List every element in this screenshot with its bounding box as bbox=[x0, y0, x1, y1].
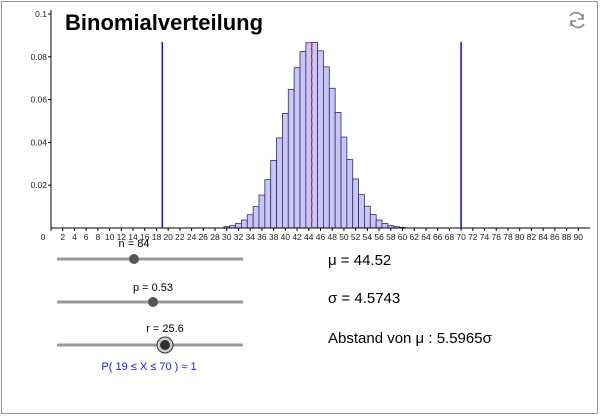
x-tick-label: 86 bbox=[550, 232, 560, 242]
y-tick-label: 0.08 bbox=[30, 52, 47, 62]
slider-knob[interactable] bbox=[148, 297, 158, 307]
x-tick-label: 4 bbox=[72, 232, 77, 242]
probability: P( 19 ≤ X ≤ 70 ) ≈ 1 bbox=[101, 361, 196, 373]
x-tick-label: 54 bbox=[363, 232, 373, 242]
x-tick-label: 46 bbox=[316, 232, 326, 242]
bar bbox=[264, 179, 272, 229]
x-tick-label: 74 bbox=[480, 232, 490, 242]
slider-knob[interactable] bbox=[129, 254, 139, 264]
reset-icon[interactable] bbox=[569, 11, 585, 29]
bar bbox=[352, 178, 359, 229]
bar bbox=[293, 67, 301, 229]
bar bbox=[369, 214, 377, 229]
mean-text: μ = 44.52 bbox=[328, 252, 391, 269]
x-tick-label: 82 bbox=[527, 232, 537, 242]
x-tick-label: 56 bbox=[374, 232, 384, 242]
bar bbox=[317, 50, 324, 229]
x-tick-label: 18 bbox=[152, 232, 162, 242]
x-tick-label: 62 bbox=[410, 232, 420, 242]
bar bbox=[258, 194, 266, 229]
distance-text: Abstand von μ : 5.5965σ bbox=[328, 330, 493, 347]
slider-label: r = 25.6 bbox=[146, 323, 184, 335]
bar bbox=[346, 159, 354, 229]
bar bbox=[323, 66, 330, 229]
bar bbox=[252, 206, 260, 229]
bar bbox=[311, 42, 318, 229]
x-tick-label: 12 bbox=[117, 232, 127, 242]
y-tick-label: 0.1 bbox=[35, 9, 47, 19]
x-tick-label: 90 bbox=[574, 232, 584, 242]
x-tick-label: 10 bbox=[105, 232, 115, 242]
x-tick-label: 84 bbox=[538, 232, 548, 242]
bar bbox=[375, 219, 383, 229]
x-tick-label: 24 bbox=[187, 232, 197, 242]
x-tick-label: 70 bbox=[456, 232, 466, 242]
bar bbox=[334, 112, 342, 229]
x-tick-label: 60 bbox=[398, 232, 408, 242]
x-tick-label: 16 bbox=[140, 232, 150, 242]
y-tick-label: 0.02 bbox=[30, 180, 47, 190]
x-tick-label: 88 bbox=[562, 232, 572, 242]
bar bbox=[246, 214, 254, 229]
bar bbox=[305, 42, 313, 229]
x-tick-label: 2 bbox=[60, 232, 65, 242]
bar bbox=[358, 194, 365, 229]
x-tick-label: 8 bbox=[96, 232, 101, 242]
bar bbox=[270, 159, 277, 229]
x-tick-label: 38 bbox=[269, 232, 279, 242]
slider-p[interactable]: p = 0.53 bbox=[57, 282, 243, 307]
x-tick-label: 76 bbox=[492, 232, 502, 242]
x-tick-label: 52 bbox=[351, 232, 361, 242]
bar bbox=[241, 219, 248, 229]
bar bbox=[340, 136, 348, 229]
x-tick-label: 32 bbox=[234, 232, 244, 242]
x-tick-label: 36 bbox=[257, 232, 267, 242]
plot: 0.020.040.060.080.10 2 4 6 8 10 12 14 16 18 20 22 24… bbox=[30, 9, 590, 242]
x-tick-label: 22 bbox=[175, 232, 185, 242]
x-tick-label: 34 bbox=[245, 232, 255, 242]
bar bbox=[364, 205, 371, 229]
x-tick-label: 40 bbox=[281, 232, 291, 242]
bar bbox=[381, 223, 389, 229]
x-tick-label: 6 bbox=[84, 232, 89, 242]
x-tick-label: 48 bbox=[327, 232, 337, 242]
slider-knob[interactable] bbox=[160, 340, 170, 350]
slider-label: n = 84 bbox=[119, 238, 150, 250]
bar bbox=[299, 51, 307, 229]
slider-r[interactable]: r = 25.6 bbox=[57, 323, 243, 354]
bar bbox=[235, 223, 242, 229]
x-tick-label: 14 bbox=[128, 232, 138, 242]
x-tick-label: 68 bbox=[445, 232, 455, 242]
x-tick-label: 28 bbox=[210, 232, 220, 242]
y-tick-label: 0.06 bbox=[30, 95, 47, 105]
x-tick-label: 42 bbox=[292, 232, 302, 242]
bar bbox=[287, 88, 295, 229]
bar bbox=[276, 137, 283, 229]
x-tick-label: 66 bbox=[433, 232, 443, 242]
x-tick-label: 44 bbox=[304, 232, 314, 242]
x-tick-label: 20 bbox=[163, 232, 173, 242]
x-tick-label: 80 bbox=[515, 232, 525, 242]
chart-title: Binomialverteilung bbox=[65, 10, 263, 35]
x-tick-label: 64 bbox=[421, 232, 431, 242]
x-tick-label: 30 bbox=[222, 232, 232, 242]
x-tick-label: 26 bbox=[199, 232, 209, 242]
x-tick-label: 50 bbox=[339, 232, 349, 242]
x-tick-label: 0 bbox=[41, 232, 46, 242]
bar bbox=[328, 87, 336, 229]
x-tick-label: 58 bbox=[386, 232, 396, 242]
sd-text: σ = 4.5743 bbox=[328, 290, 400, 307]
slider-label: p = 0.53 bbox=[133, 282, 173, 294]
x-tick-label: 72 bbox=[468, 232, 478, 242]
y-tick-label: 0.04 bbox=[30, 137, 47, 147]
x-tick-label: 78 bbox=[503, 232, 513, 242]
slider-n[interactable]: n = 84 bbox=[57, 238, 243, 264]
bar bbox=[282, 113, 289, 229]
